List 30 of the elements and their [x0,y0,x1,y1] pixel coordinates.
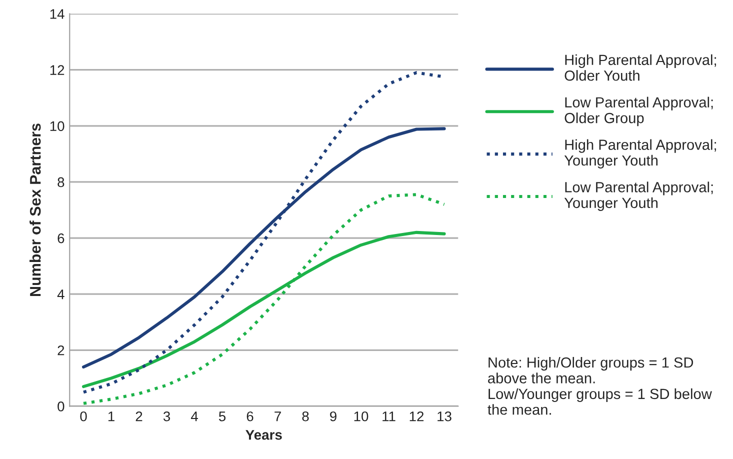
x-tick-label: 7 [274,412,281,422]
y-tick-label: 10 [50,121,64,132]
y-axis-title: Number of Sex Partners [30,124,41,296]
x-axis-title: Years [246,430,282,440]
x-tick-label: 1 [108,412,114,422]
y-tick-label: 8 [58,177,64,188]
y-tick-label: 12 [50,65,64,75]
y-tick-label: 2 [58,345,64,356]
x-tick-label: 11 [382,412,396,422]
x-tick-label: 0 [80,411,87,422]
legend-label: High Parental Approval; Younger Youth [564,139,716,169]
legend-label: Low Parental Approval; Younger Youth [564,182,713,211]
x-tick-label: 5 [218,412,226,422]
x-tick-label: 10 [354,411,368,422]
line-series [82,193,446,405]
text: Note: High/Older groups = 1 SD above the mean. Low/Younger groups = 1 SD below the mean. [488,356,712,415]
x-tick-label: 12 [410,411,424,422]
y-tick-label: 4 [57,290,64,300]
y-tick-label: 14 [50,9,64,19]
x-tick-label: 9 [330,411,336,422]
y-tick-label: 0 [58,402,64,412]
x-tick-label: 4 [190,412,198,422]
x-tick-label: 3 [163,411,170,422]
x-tick-label: 2 [136,411,142,422]
y-tick-label: 6 [58,233,64,244]
legend-label: Low Parental Approval; Older Group [564,96,713,126]
legend-label: High Parental Approval; Older Youth [564,54,716,81]
x-tick-label: 8 [302,411,309,422]
x-tick-label: 13 [438,411,452,422]
x-tick-label: 6 [246,411,254,422]
